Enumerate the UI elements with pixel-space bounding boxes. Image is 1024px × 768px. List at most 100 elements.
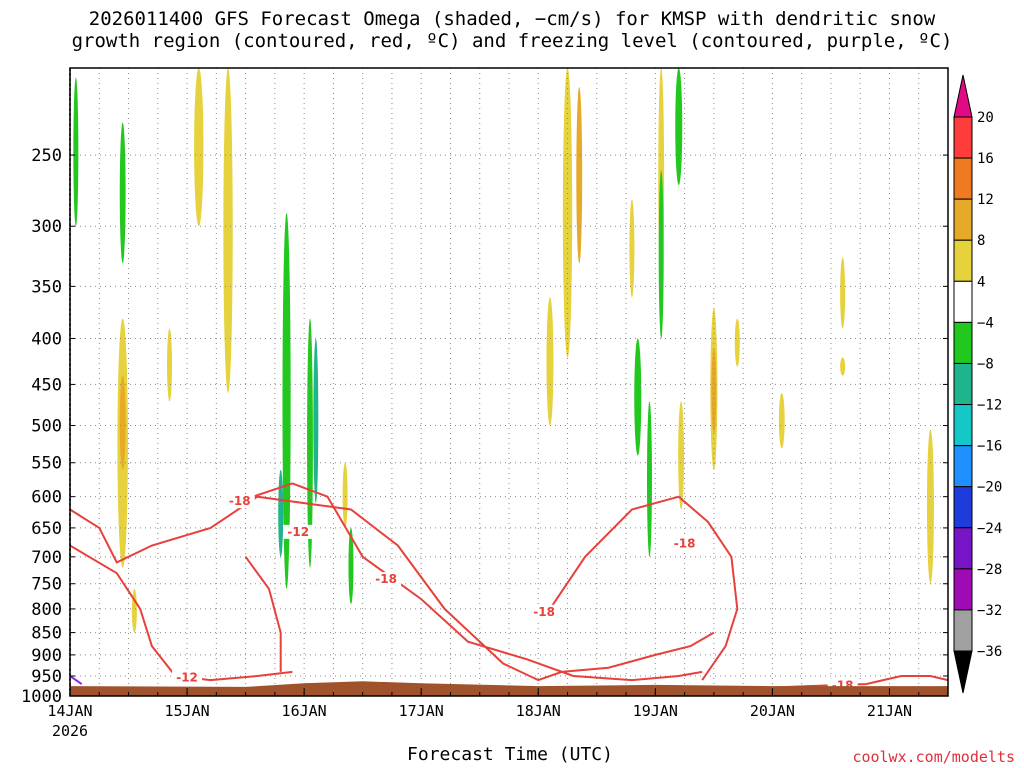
colorbar-label: −36 [977,644,1002,660]
colorbar-label: −24 [977,521,1002,537]
x-tick-year-label: 2026 [52,722,88,740]
contour-label: -18 [674,537,696,551]
colorbar-swatch-4 [953,280,973,323]
dgz-contour-0 [69,495,715,682]
colorbar-swatch-7 [953,404,973,447]
y-tick-label: 450 [31,375,62,395]
omega-region-7 [223,68,233,393]
colorbar-label: −28 [977,562,1002,578]
x-tick-label: 19JAN [633,702,678,720]
colorbar-label: −8 [977,356,994,372]
y-tick-label: 400 [31,329,62,349]
contour-label-bg [529,604,560,619]
omega-region-19 [646,401,652,557]
contour-label: -18 [533,605,555,619]
colorbar-label: 12 [977,192,994,208]
chart-title: 2026011400 GFS Forecast Omega (shaded, −… [0,8,1024,52]
omega-region-21 [658,170,664,339]
omega-region-8 [282,212,291,589]
colorbar-swatch-9 [953,486,973,529]
x-tick-label: 16JAN [282,702,327,720]
y-tick-label: 250 [31,146,62,166]
contour-label-bg [224,494,255,509]
contour-label: -18 [375,572,397,586]
contour-label: -12 [176,670,198,684]
colorbar-swatch-1 [953,157,973,200]
colorbar-swatch-12 [953,609,973,652]
omega-region-4 [131,588,137,633]
y-tick-label: 600 [31,488,62,508]
omega-region-11 [313,338,319,504]
colorbar-top-arrow [953,74,973,118]
colorbar-bottom-arrow [953,650,973,694]
colorbar-label: 8 [977,233,985,249]
x-tick-label: 17JAN [399,702,444,720]
ground-surface [70,681,948,696]
omega-region-0 [73,77,79,227]
colorbar-label: 16 [977,151,994,167]
colorbar-label: −16 [977,439,1002,455]
colorbar-swatch-2 [953,198,973,241]
omega-region-12 [342,462,348,528]
colorbar-swatch-8 [953,445,973,488]
x-tick-label: 21JAN [867,702,912,720]
colorbar-swatch-5 [953,321,973,364]
title-line-2: growth region (contoured, red, ºC) and f… [71,30,953,52]
title-line-1: 2026011400 GFS Forecast Omega (shaded, −… [88,8,936,30]
contour-label: -12 [287,525,309,539]
colorbar-label: −32 [977,603,1002,619]
omega-region-22 [675,68,683,186]
colorbar-swatch-3 [953,239,973,282]
colorbar-swatch-11 [953,568,973,611]
contour-label-bg [172,670,203,685]
contour-label-bg [371,572,402,587]
colorbar-label: 20 [977,110,994,126]
y-tick-label: 750 [31,575,62,595]
y-tick-label: 650 [31,519,62,539]
omega-region-17 [629,199,635,298]
omega-region-28 [840,257,846,329]
y-tick-label: 800 [31,600,62,620]
omega-region-25 [711,348,717,434]
colorbar-swatch-0 [953,116,973,159]
source-credit[interactable]: coolwx.com/modelts [852,748,1015,766]
contour-label-bg [283,524,314,539]
omega-region-26 [734,318,740,367]
dgz-contour-1 [69,544,293,682]
omega-region-23 [678,401,685,510]
omega-region-14 [546,297,554,426]
freezing-level-contour-0 [69,675,83,685]
omega-region-16 [576,87,583,264]
contour-label-bg [669,536,700,551]
dgz-contour-4 [549,495,739,681]
omega-region-10 [307,318,313,568]
omega-region-9 [278,469,284,557]
x-tick-label: 18JAN [516,702,561,720]
omega-region-18 [634,338,642,456]
y-tick-label: 500 [31,417,62,437]
omega-region-3 [119,375,126,470]
colorbar-label: −20 [977,480,1002,496]
omega-region-1 [119,122,126,264]
y-tick-label: 900 [31,646,62,666]
omega-region-27 [778,392,785,449]
y-tick-label: 1000 [21,687,62,707]
y-tick-label: 950 [31,667,62,687]
colorbar-label: 4 [977,274,985,290]
y-tick-label: 550 [31,454,62,474]
colorbar-swatch-10 [953,527,973,570]
colorbar-label: −12 [977,398,1002,414]
colorbar-label: −4 [977,315,994,331]
colorbar-swatch-6 [953,362,973,406]
contour-label: -18 [229,494,251,508]
omega-region-29 [840,357,846,376]
omega-region-15 [562,68,573,358]
x-tick-label: 14JAN [47,702,92,720]
x-tick-label: 15JAN [164,702,209,720]
omega-region-6 [194,68,204,227]
y-tick-label: 850 [31,624,62,644]
omega-region-5 [167,328,173,402]
omega-region-30 [926,429,934,584]
plot-area [70,68,948,696]
